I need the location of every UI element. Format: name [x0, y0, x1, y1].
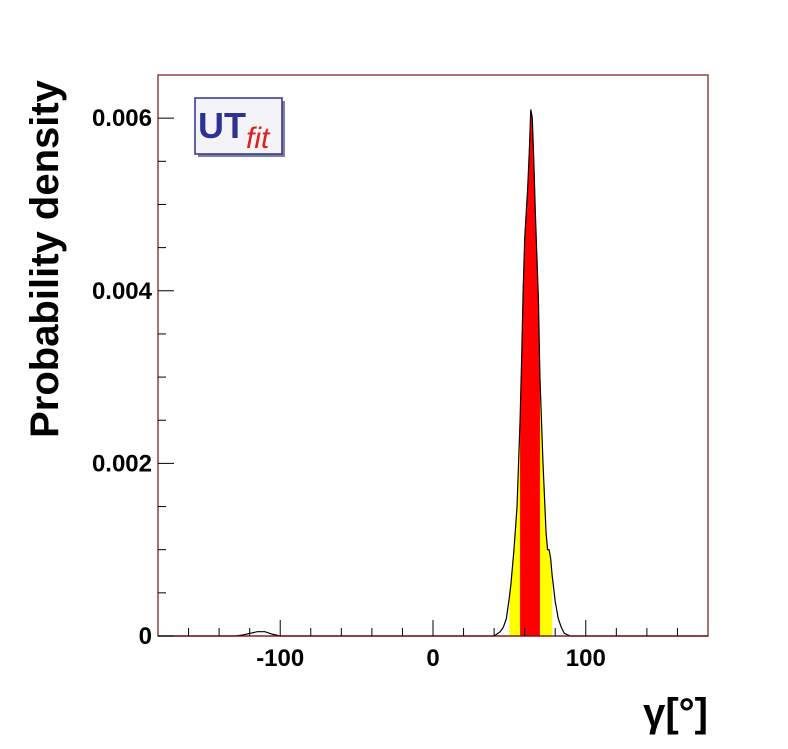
x-tick-label: 100 — [566, 645, 606, 672]
tick-labels: -100 0 100 0 0.002 0.004 0.006 — [92, 105, 606, 672]
y-tick-label: 0 — [139, 623, 152, 650]
x-axis-title: γ[°] — [643, 691, 708, 735]
y-axis-title: Probability density — [23, 79, 67, 438]
y-tick-label: 0.004 — [92, 278, 153, 305]
pdf-curve-layer — [158, 109, 708, 637]
interval-68-fill — [520, 109, 540, 637]
utfit-logo-text: UTfit — [198, 105, 271, 155]
x-tick-label: -100 — [256, 645, 304, 672]
y-tick-label: 0.002 — [92, 450, 152, 477]
plot-frame — [157, 74, 709, 637]
y-tick-label: 0.006 — [92, 105, 152, 132]
x-tick-label: 0 — [426, 645, 439, 672]
pdf-curve — [158, 109, 708, 637]
interval-fills — [509, 109, 553, 637]
utfit-logo: UTfit — [194, 97, 285, 157]
axis-ticks — [158, 117, 678, 637]
